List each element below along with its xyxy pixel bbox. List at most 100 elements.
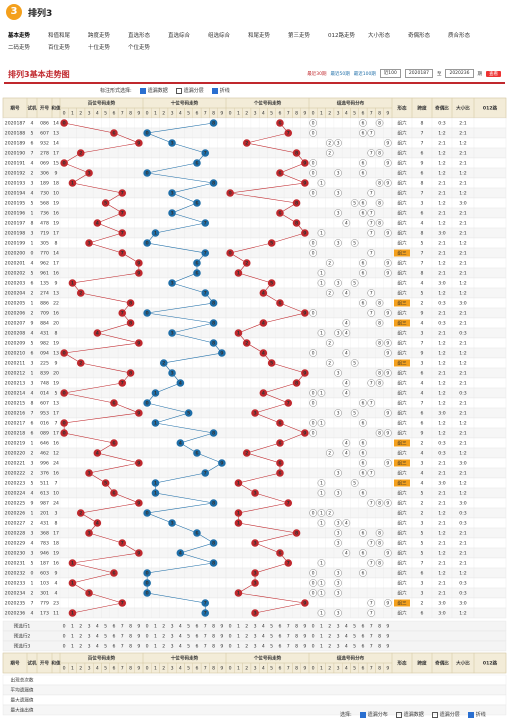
cell-bs: 1:2	[459, 281, 466, 287]
nav-tab[interactable]: 012路走势	[328, 33, 355, 39]
nav-tab[interactable]: 和值和尾	[48, 33, 71, 39]
nav-tab[interactable]: 个位走势	[128, 45, 151, 51]
cell-oe: 1:2	[438, 131, 445, 137]
cell-oe: 1:2	[438, 201, 445, 207]
nav-tab[interactable]: 跨度走势	[88, 33, 111, 39]
group-ball	[309, 509, 317, 517]
cell-oe: 1:2	[438, 161, 445, 167]
group-ball	[317, 589, 326, 597]
cell-draw: 607	[40, 131, 49, 137]
checkbox[interactable]	[359, 711, 366, 718]
cell-oe: 1:2	[438, 381, 445, 387]
checkbox-option[interactable]: 遗漏分布	[359, 711, 388, 718]
cell-span: 4	[421, 221, 424, 227]
cell-span: 6	[421, 411, 424, 417]
cell-span: 2	[421, 601, 424, 607]
group-ball	[350, 199, 359, 207]
checkbox[interactable]	[467, 711, 474, 718]
cell-oe: 2:1	[438, 561, 445, 567]
cell-oe: 1:2	[438, 361, 445, 367]
ball	[110, 399, 118, 407]
cell-span: 5	[421, 241, 424, 247]
preselect-digit: 1	[320, 634, 323, 640]
group-ball	[342, 449, 351, 457]
nav-tab[interactable]: 组选综合	[208, 33, 231, 39]
checkbox-label: 遗漏分布	[367, 712, 388, 718]
checkbox-option[interactable]: 遗漏分层	[431, 711, 460, 718]
nav-tab[interactable]: 质合形态	[448, 33, 471, 39]
cell-draw: 103	[40, 581, 49, 587]
checkbox-label: 遗漏分层	[183, 88, 204, 94]
group-ball	[334, 189, 342, 197]
checkbox-option[interactable]: 遗漏数据	[395, 711, 424, 718]
link[interactable]: 最近30期	[307, 71, 327, 77]
preselect-digit: 7	[287, 634, 290, 640]
group-ball-label: 5	[353, 411, 356, 417]
ball-label: 6	[112, 401, 115, 407]
group-ball	[359, 529, 367, 537]
nav-tab[interactable]: 大小形态	[368, 33, 391, 39]
checkbox-option[interactable]: 遗漏数据	[139, 87, 168, 94]
ball	[143, 399, 151, 407]
input[interactable]: 2020236	[445, 69, 474, 78]
group-ball-label: 1	[320, 271, 323, 277]
group-ball-label: 8	[378, 321, 381, 327]
checkbox[interactable]	[431, 711, 438, 718]
nav-tab[interactable]: 基本走势	[8, 33, 31, 39]
nav-tab[interactable]: 奇偶形态	[408, 33, 431, 39]
group-ball-label: 4	[345, 551, 348, 557]
ball	[135, 549, 143, 557]
checkbox[interactable]	[395, 711, 402, 718]
nav-tab[interactable]: 百位走势	[48, 45, 71, 51]
cell-bs: 1:2	[459, 241, 466, 247]
nav-tab[interactable]: 和尾走势	[248, 33, 271, 39]
ball-label: 8	[212, 321, 215, 327]
row-bg	[2, 217, 507, 229]
checkbox-option[interactable]: 折线	[467, 711, 486, 718]
group-ball-label: 0	[312, 241, 315, 247]
checkbox[interactable]	[211, 87, 218, 94]
cell-trial: 2	[31, 311, 34, 317]
cell-issue: 2020213	[5, 381, 26, 387]
cell-oe: 1:2	[438, 221, 445, 227]
digit-header: 5	[187, 666, 190, 672]
ball	[193, 259, 201, 267]
row-bg	[2, 557, 507, 569]
group-ball-label: 1	[320, 421, 323, 427]
button[interactable]: 查看	[486, 70, 501, 77]
group-ball	[375, 499, 384, 507]
link[interactable]: 最近50期	[330, 71, 350, 77]
cell-trial: 2	[31, 521, 34, 527]
nav-tab[interactable]: 二码走势	[8, 45, 31, 51]
group-ball-label: 4	[345, 291, 348, 297]
ball	[168, 369, 176, 377]
cell-form: 组六	[397, 550, 407, 557]
select[interactable]: 近100	[379, 69, 401, 78]
group-ball	[367, 539, 376, 547]
cell-sum: 17	[53, 231, 59, 237]
group-ball	[359, 269, 367, 277]
checkbox[interactable]	[175, 87, 182, 94]
cell-bs: 2:1	[459, 251, 466, 257]
checkbox-option[interactable]: 遗漏分层	[175, 87, 204, 94]
input[interactable]: 2020187	[404, 69, 433, 78]
cell-issue: 2020203	[5, 281, 26, 287]
column-header: 和值	[50, 105, 61, 112]
nav-tab[interactable]: 直选形态	[128, 33, 151, 39]
checkbox[interactable]	[139, 87, 146, 94]
cell-trial: 4	[31, 541, 34, 547]
cell-form: 组三	[397, 460, 407, 467]
cell-issue: 2020194	[5, 191, 26, 197]
ball-label: 1	[237, 591, 240, 597]
nav-tab[interactable]: 第三走势	[288, 33, 311, 39]
preselect-digit: 8	[212, 634, 215, 640]
ball-label: 7	[121, 251, 124, 257]
preselect-digit: 9	[220, 634, 223, 640]
checkbox-option[interactable]: 折线	[211, 87, 230, 94]
link[interactable]: 最近100期	[353, 71, 376, 77]
digit-header: 6	[195, 666, 198, 672]
ball-label: 3	[253, 571, 256, 577]
nav-tab[interactable]: 十位走势	[88, 45, 111, 51]
nav-tab[interactable]: 直选综合	[168, 33, 191, 39]
ball	[60, 349, 68, 357]
